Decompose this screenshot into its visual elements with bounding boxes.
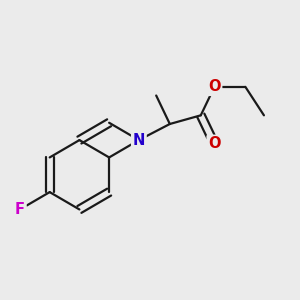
Text: O: O	[208, 136, 220, 151]
Text: F: F	[15, 202, 25, 217]
Text: O: O	[208, 79, 220, 94]
Text: N: N	[133, 133, 145, 148]
